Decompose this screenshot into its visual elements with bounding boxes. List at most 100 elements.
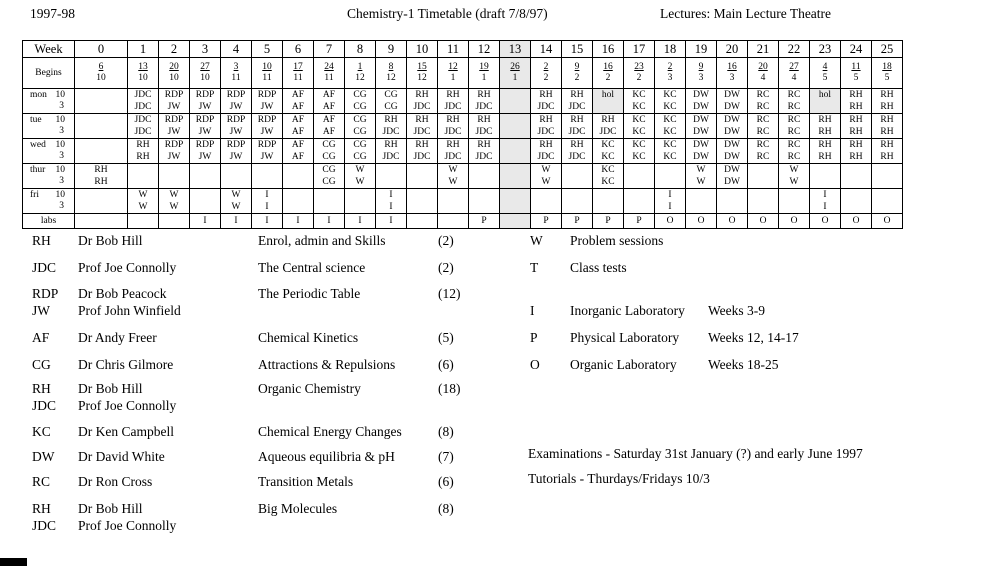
tutorials-note: Tutorials - Thurdays/Fridays 10/3: [528, 471, 710, 486]
day-label-fri: fri 10 3: [22, 188, 75, 214]
timetable-cell: [74, 126, 128, 139]
begins-date-cell: 12 1: [437, 57, 469, 89]
timetable-cell: CG: [313, 138, 345, 151]
symbol-weeks: Weeks 12, 14-17: [708, 330, 799, 345]
timetable-cell: [468, 188, 500, 201]
labs-cell: O: [685, 213, 717, 229]
lecturer-legend-row: JDC Prof Joe Connolly: [0, 518, 1004, 536]
timetable-cell: hol: [592, 88, 624, 101]
timetable-cell: [220, 176, 252, 189]
week-number-cell: 3: [189, 40, 221, 58]
timetable-cell: RDP: [220, 138, 252, 151]
labs-cell: [158, 213, 190, 229]
timetable-cell: [375, 176, 407, 189]
timetable-cell: [592, 188, 624, 201]
timetable-cell: JDC: [437, 126, 469, 139]
week-number-cell: 7: [313, 40, 345, 58]
timetable-cell: RH: [592, 113, 624, 126]
timetable-cell: AF: [282, 113, 314, 126]
symbol-code: W: [530, 233, 543, 248]
week-number-cell: 12: [468, 40, 500, 58]
labs-cell: P: [530, 213, 562, 229]
course-title: The Periodic Table: [258, 286, 361, 301]
begins-date-cell: 24 11: [313, 57, 345, 89]
labs-cell: I: [251, 213, 283, 229]
timetable-cell: W: [220, 201, 252, 214]
timetable-cell: JDC: [127, 88, 159, 101]
timetable-cell: KC: [654, 88, 686, 101]
timetable-cell: RC: [747, 101, 779, 114]
timetable-cell: RH: [437, 138, 469, 151]
symbol-legend-row: P Physical Laboratory Weeks 12, 14-17: [0, 330, 1004, 348]
timetable-cell: KC: [592, 163, 624, 176]
begins-date-cell: 16 3: [716, 57, 748, 89]
timetable-cell: [747, 188, 779, 201]
timetable-cell: [251, 176, 283, 189]
lecturer-code: CG: [32, 357, 51, 372]
symbol-code: O: [530, 357, 540, 372]
lecturer-legend-row: JDC Prof Joe Connolly: [0, 398, 1004, 416]
timetable-cell: RH: [871, 101, 903, 114]
labs-row-label: labs: [22, 213, 75, 229]
lecture-count: (8): [438, 424, 454, 439]
timetable-cell: KC: [623, 126, 655, 139]
timetable-cell: [840, 201, 872, 214]
timetable-cell: [592, 201, 624, 214]
timetable-cell: DW: [716, 113, 748, 126]
symbol-label: Inorganic Laboratory: [570, 303, 685, 318]
timetable-cell: JDC: [375, 126, 407, 139]
timetable-cell: W: [127, 188, 159, 201]
timetable-cell: [189, 163, 221, 176]
timetable-cell: JW: [220, 151, 252, 164]
week-number-cell: 4: [220, 40, 252, 58]
timetable-cell: [313, 201, 345, 214]
begins-date-cell: 15 12: [406, 57, 438, 89]
lecturer-legend-row: RDP Dr Bob Peacock The Periodic Table (12): [0, 286, 1004, 304]
labs-cell: [499, 213, 531, 229]
lecturer-name: Dr Bob Hill: [78, 381, 143, 396]
symbol-label: Problem sessions: [570, 233, 664, 248]
symbol-legend-row: T Class tests: [0, 260, 1004, 278]
week-number-cell: 1: [127, 40, 159, 58]
labs-cell: O: [778, 213, 810, 229]
timetable-cell: [623, 201, 655, 214]
timetable-cell: RH: [437, 113, 469, 126]
timetable-cell: JW: [251, 151, 283, 164]
timetable: Week 0 1 2 3 4 5 6 7 8 9 10 11 12 13 14 15 16 17 18 19 20 21 22…: [22, 40, 903, 229]
timetable-cell: JW: [158, 126, 190, 139]
timetable-cell: RC: [778, 151, 810, 164]
session-label: 1997-98: [30, 6, 75, 21]
week-number-cell: 9: [375, 40, 407, 58]
begins-date-cell: 20 10: [158, 57, 190, 89]
timetable-cell: [809, 101, 841, 114]
timetable-cell: RC: [747, 113, 779, 126]
lecturer-code: DW: [32, 449, 55, 464]
begins-date-cell: 3 11: [220, 57, 252, 89]
labs-cell: [437, 213, 469, 229]
timetable-cell: [344, 201, 376, 214]
timetable-cell: JDC: [561, 151, 593, 164]
lecturer-code: JDC: [32, 518, 57, 533]
timetable-cell: W: [437, 176, 469, 189]
timetable-cell: [778, 188, 810, 201]
timetable-cell: AF: [313, 126, 345, 139]
symbol-label: Organic Laboratory: [570, 357, 677, 372]
timetable-cell: [840, 188, 872, 201]
labs-cell: I: [220, 213, 252, 229]
timetable-cell: DW: [716, 88, 748, 101]
timetable-cell: [809, 163, 841, 176]
timetable-cell: [406, 176, 438, 189]
timetable-cell: JDC: [406, 126, 438, 139]
day-label-wed: wed 10 3: [22, 138, 75, 164]
timetable-cell: KC: [592, 151, 624, 164]
timetable-cell: [158, 163, 190, 176]
timetable-cell: RH: [809, 126, 841, 139]
timetable-cell: AF: [282, 101, 314, 114]
timetable-cell: RH: [468, 88, 500, 101]
timetable-cell: RH: [406, 88, 438, 101]
labs-cell: O: [747, 213, 779, 229]
week-number-cell: 13: [499, 40, 531, 58]
week-number-cell: 0: [74, 40, 128, 58]
timetable-cell: RDP: [220, 88, 252, 101]
